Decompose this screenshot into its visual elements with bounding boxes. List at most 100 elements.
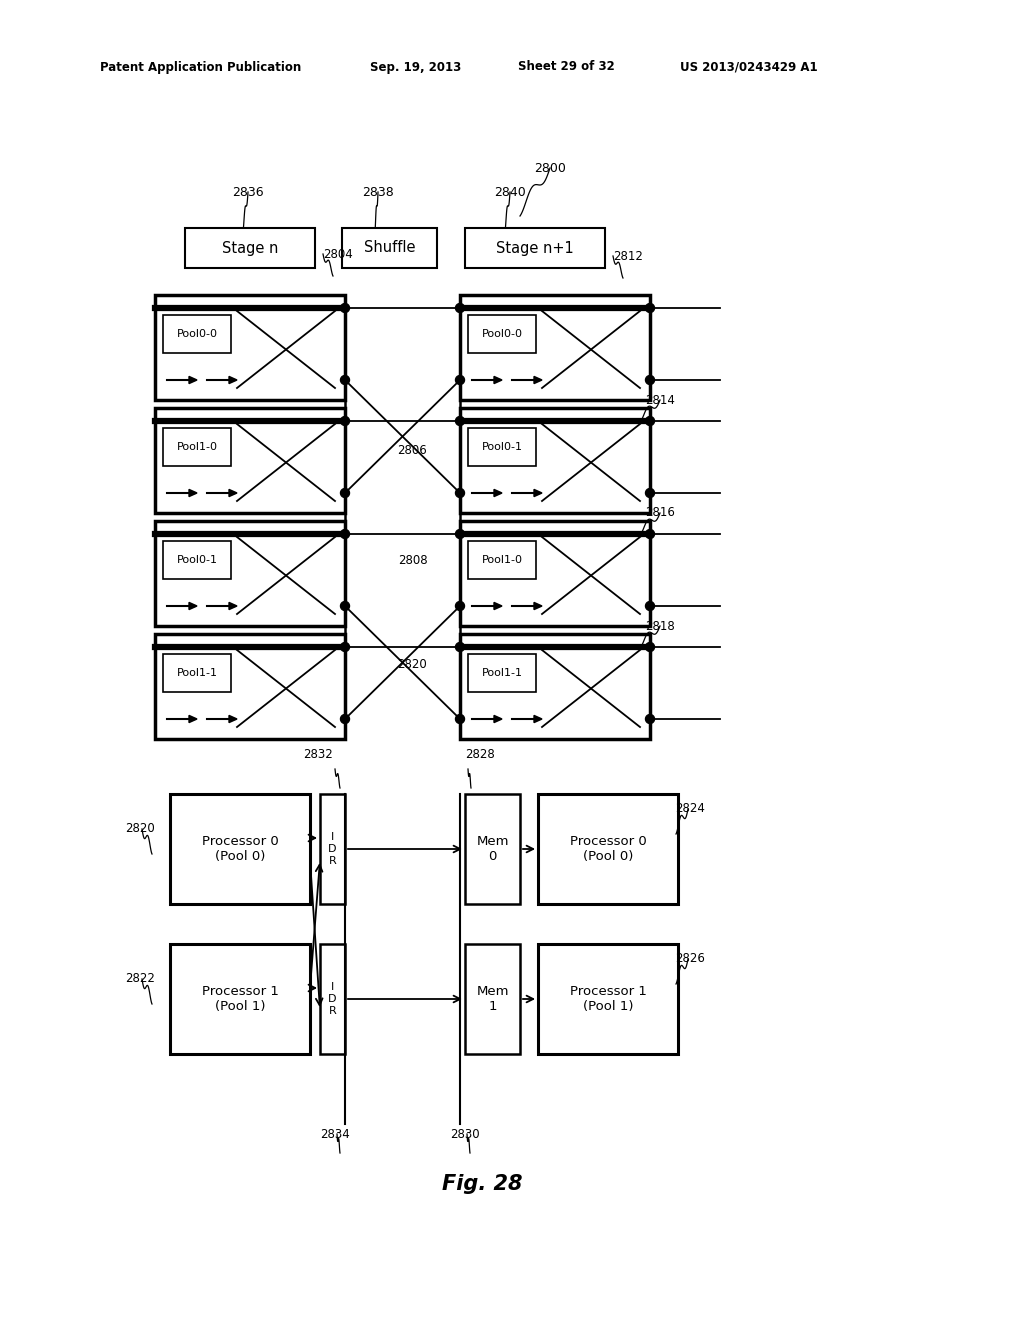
Polygon shape [494, 490, 502, 496]
Text: 2806: 2806 [397, 444, 427, 457]
Circle shape [341, 643, 349, 652]
Circle shape [456, 375, 465, 384]
Text: Pool1-0: Pool1-0 [481, 554, 522, 565]
Text: 2838: 2838 [362, 186, 394, 198]
Bar [319, 944, 345, 1053]
Text: 2814: 2814 [645, 393, 675, 407]
Polygon shape [494, 602, 502, 610]
Text: Stage n+1: Stage n+1 [496, 240, 573, 256]
Circle shape [341, 529, 349, 539]
Text: 2836: 2836 [232, 186, 264, 198]
Text: Pool1-1: Pool1-1 [481, 668, 522, 678]
Text: Processor 1
(Pool 1): Processor 1 (Pool 1) [202, 985, 279, 1012]
Bar [538, 795, 678, 904]
Polygon shape [534, 490, 542, 496]
Bar [538, 944, 678, 1053]
Circle shape [456, 602, 465, 610]
Text: Pool0-1: Pool0-1 [481, 442, 522, 451]
Text: Pool1-1: Pool1-1 [176, 668, 217, 678]
Polygon shape [189, 490, 197, 496]
Text: 2830: 2830 [451, 1127, 480, 1140]
Polygon shape [534, 715, 542, 722]
Bar [460, 408, 650, 513]
Bar [155, 634, 345, 739]
Text: Stage n: Stage n [222, 240, 279, 256]
Text: 2840: 2840 [495, 186, 526, 198]
Text: I
D
R: I D R [329, 982, 337, 1015]
Bar [465, 795, 520, 904]
Text: US 2013/0243429 A1: US 2013/0243429 A1 [680, 61, 817, 74]
Text: Pool1-0: Pool1-0 [176, 442, 217, 451]
Circle shape [341, 714, 349, 723]
Text: 2812: 2812 [613, 249, 643, 263]
Circle shape [341, 602, 349, 610]
Bar [468, 428, 536, 466]
Circle shape [456, 529, 465, 539]
Text: I
D
R: I D R [329, 833, 337, 866]
Bar [163, 428, 231, 466]
Text: 2834: 2834 [321, 1127, 350, 1140]
Text: 2808: 2808 [397, 553, 427, 566]
Polygon shape [534, 602, 542, 610]
Circle shape [645, 643, 654, 652]
Text: Pool0-1: Pool0-1 [176, 554, 217, 565]
Circle shape [645, 375, 654, 384]
Circle shape [456, 304, 465, 313]
Text: Processor 0
(Pool 0): Processor 0 (Pool 0) [202, 836, 279, 863]
Bar [155, 294, 345, 400]
Text: 2804: 2804 [323, 248, 352, 260]
Bar [342, 228, 437, 268]
Polygon shape [229, 602, 237, 610]
Polygon shape [229, 376, 237, 384]
Polygon shape [189, 602, 197, 610]
Text: Fig. 28: Fig. 28 [441, 1173, 522, 1195]
Text: Shuffle: Shuffle [364, 240, 416, 256]
Polygon shape [229, 490, 237, 496]
Text: 2816: 2816 [645, 507, 675, 520]
Bar [468, 541, 536, 579]
Bar [460, 294, 650, 400]
Bar [319, 795, 345, 904]
Circle shape [341, 488, 349, 498]
Circle shape [645, 602, 654, 610]
Text: Processor 1
(Pool 1): Processor 1 (Pool 1) [569, 985, 646, 1012]
Bar [163, 653, 231, 692]
Bar [468, 315, 536, 352]
Polygon shape [189, 376, 197, 384]
Circle shape [456, 488, 465, 498]
Circle shape [456, 643, 465, 652]
Text: Sep. 19, 2013: Sep. 19, 2013 [370, 61, 461, 74]
Text: 2826: 2826 [675, 953, 705, 965]
Circle shape [456, 417, 465, 425]
Text: Mem
1: Mem 1 [476, 985, 509, 1012]
Bar [155, 408, 345, 513]
Bar [185, 228, 315, 268]
Bar [170, 795, 310, 904]
Text: Pool0-0: Pool0-0 [481, 329, 522, 339]
Bar [170, 944, 310, 1053]
Bar [460, 521, 650, 626]
Text: Patent Application Publication: Patent Application Publication [100, 61, 301, 74]
Text: 2832: 2832 [303, 747, 333, 760]
Bar [163, 541, 231, 579]
Text: 2828: 2828 [465, 747, 495, 760]
Circle shape [341, 417, 349, 425]
Circle shape [645, 304, 654, 313]
Text: 2822: 2822 [125, 973, 155, 986]
Text: Mem
0: Mem 0 [476, 836, 509, 863]
Bar [155, 521, 345, 626]
Bar [465, 228, 605, 268]
Text: 2824: 2824 [675, 803, 705, 816]
Bar [465, 944, 520, 1053]
Text: 2820: 2820 [125, 822, 155, 836]
Circle shape [645, 529, 654, 539]
Text: 2800: 2800 [535, 161, 566, 174]
Text: Processor 0
(Pool 0): Processor 0 (Pool 0) [569, 836, 646, 863]
Polygon shape [229, 715, 237, 722]
Circle shape [341, 304, 349, 313]
Circle shape [645, 488, 654, 498]
Text: 2820: 2820 [397, 659, 427, 672]
Circle shape [645, 714, 654, 723]
Circle shape [456, 714, 465, 723]
Circle shape [645, 417, 654, 425]
